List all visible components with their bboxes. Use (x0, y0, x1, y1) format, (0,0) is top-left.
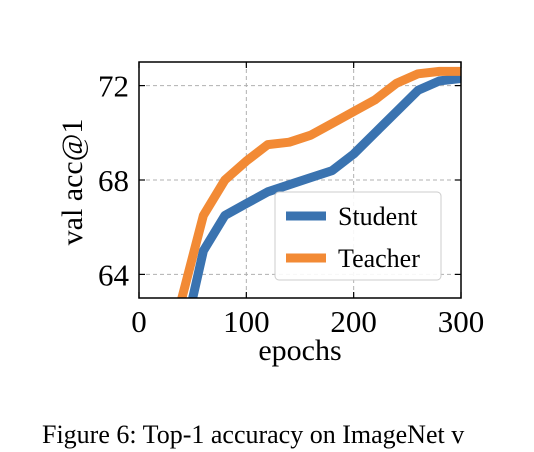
series-line-student (188, 74, 461, 298)
y-axis-label: val acc@1 (56, 119, 89, 246)
x-axis-label: epochs (258, 334, 341, 367)
y-tick-label: 68 (98, 163, 129, 198)
legend-label-teacher: Teacher (338, 244, 420, 273)
x-tick-label: 200 (330, 304, 377, 339)
x-tick-label: 100 (223, 304, 270, 339)
y-tick-label: 64 (98, 257, 130, 292)
x-tick-label: 0 (131, 304, 147, 339)
tick-labels: 0 100 200 300 64 68 72 (98, 69, 484, 339)
axis-ticks (138, 62, 462, 298)
legend-label-student: Student (338, 202, 418, 231)
series-lines (177, 66, 461, 298)
figure-caption: Figure 6: Top-1 accuracy on ImageNet v (42, 420, 465, 449)
y-tick-label: 72 (98, 69, 129, 104)
series-line-teacher (177, 66, 461, 298)
legend: Student Teacher (274, 191, 442, 281)
x-tick-label: 300 (438, 304, 485, 339)
accuracy-chart: 0 100 200 300 64 68 72 epochs val acc@1 Studen… (56, 61, 484, 367)
